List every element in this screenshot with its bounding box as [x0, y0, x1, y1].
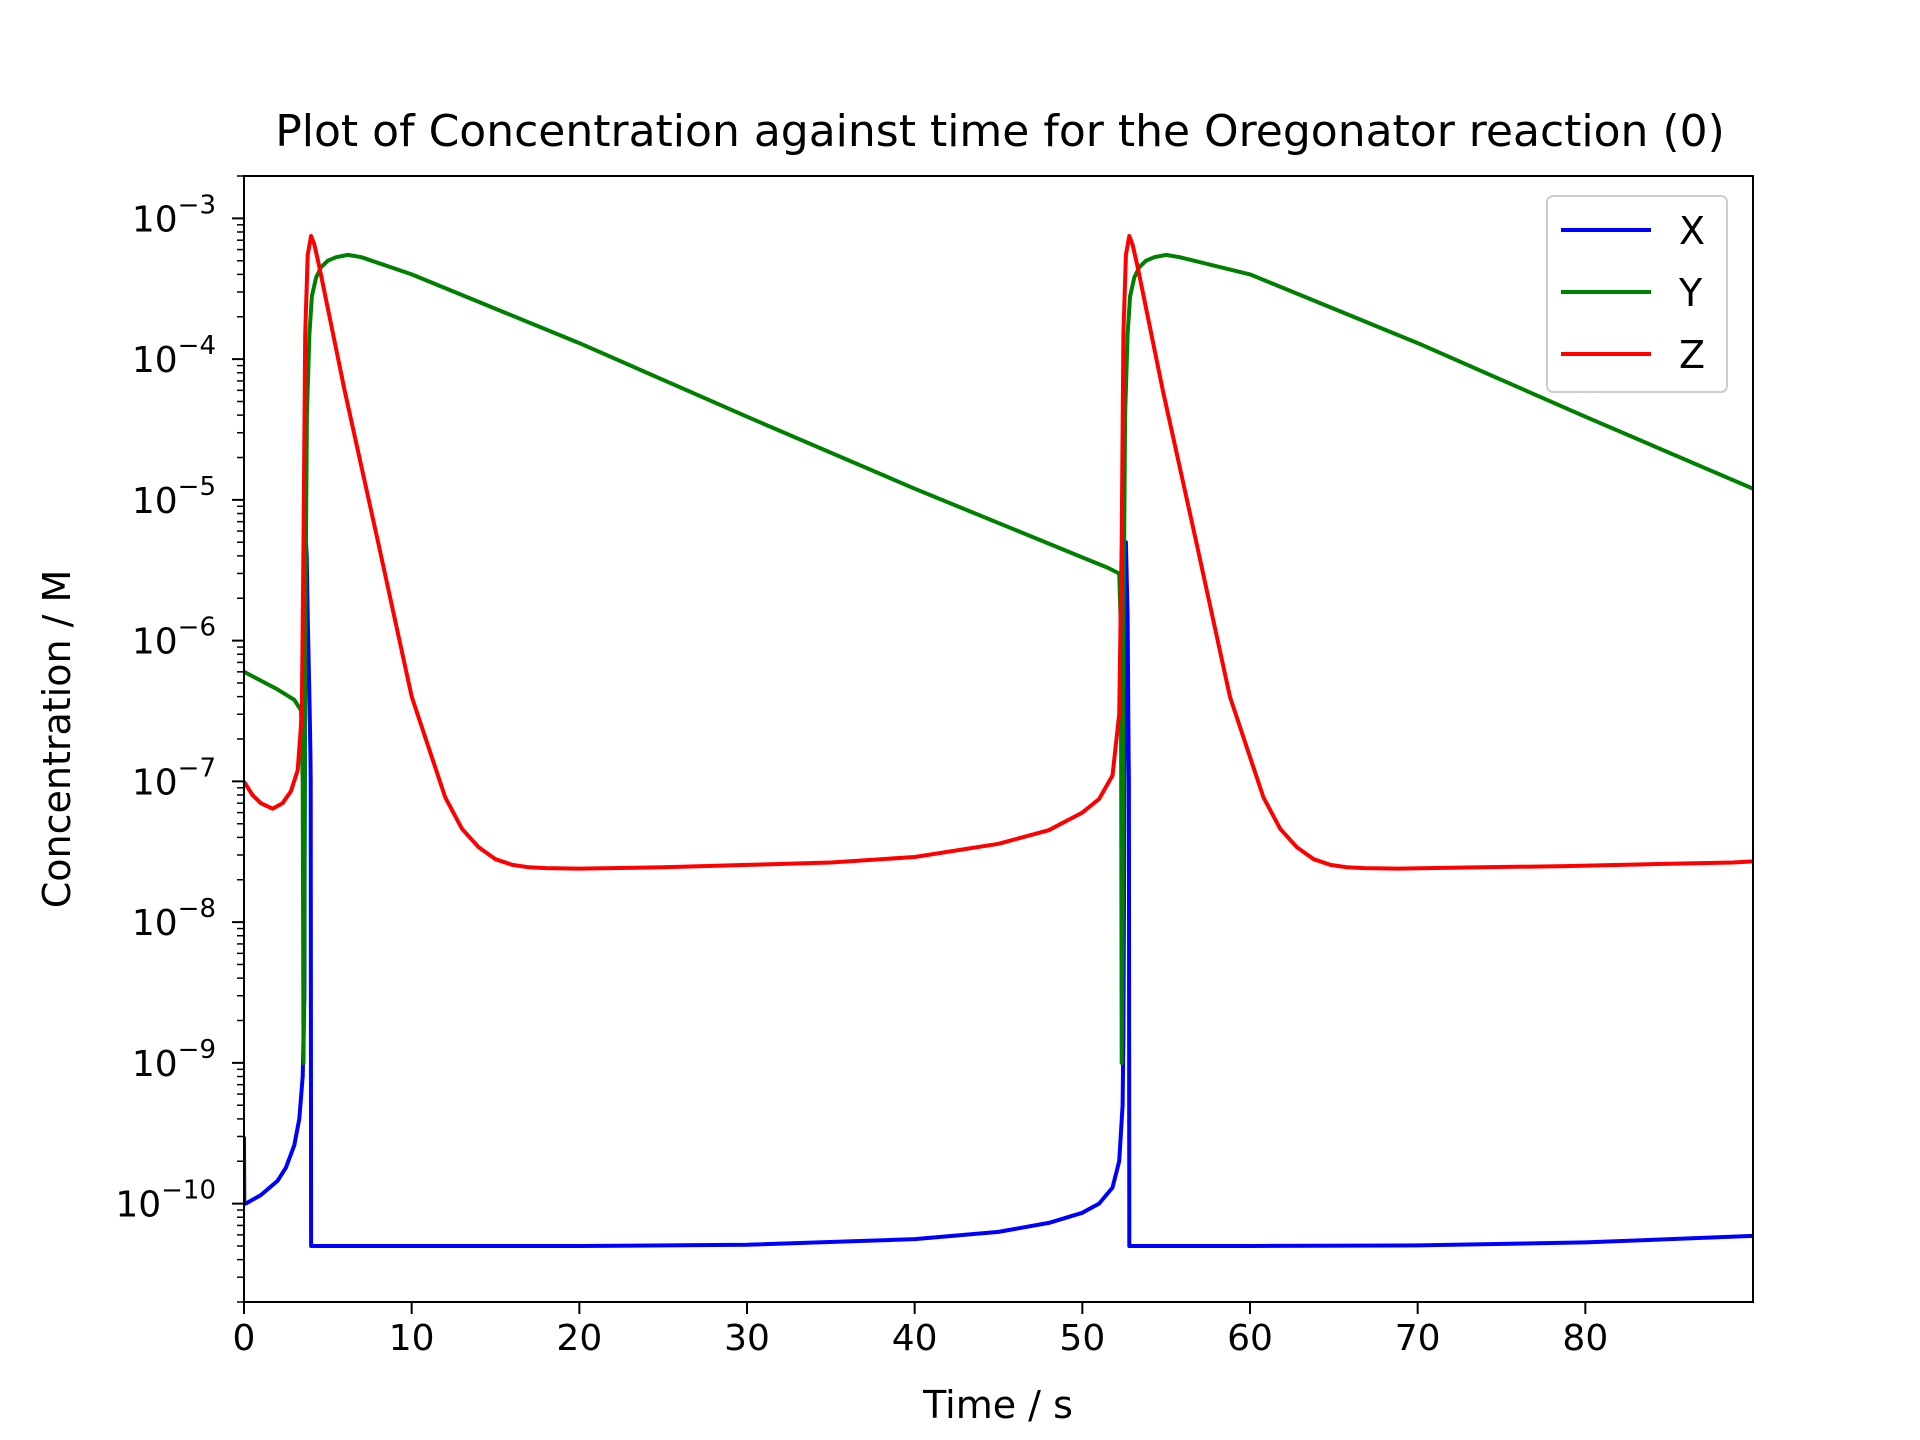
y-tick-label: 10−7	[132, 753, 216, 803]
legend-label: X	[1679, 209, 1705, 253]
series-line-y	[244, 252, 1753, 1065]
y-tick-label: 10−5	[132, 472, 216, 522]
y-tick-label: 10−10	[115, 1176, 216, 1226]
x-tick-label: 60	[1227, 1318, 1273, 1359]
x-tick-label: 20	[556, 1318, 602, 1359]
x-tick-label: 30	[724, 1318, 770, 1359]
series-line-z	[244, 234, 1753, 871]
legend: XYZ	[1546, 195, 1728, 393]
x-tick-label: 70	[1395, 1318, 1441, 1359]
x-tick-label: 50	[1059, 1318, 1105, 1359]
x-axis: 0 10 20 30 40 50 60 70 80	[233, 1302, 1608, 1359]
x-axis-title: Time / s	[922, 1383, 1073, 1427]
x-tick-label: 10	[389, 1318, 435, 1359]
y-axis-title: Concentration / M	[35, 570, 79, 909]
series-line-x	[244, 540, 1753, 1248]
plot-lines	[244, 234, 1753, 1248]
x-tick-label: 80	[1562, 1318, 1608, 1359]
y-tick-label: 10−9	[132, 1035, 216, 1085]
y-tick-label: 10−3	[132, 190, 216, 240]
legend-label: Z	[1679, 333, 1705, 377]
y-tick-label: 10−8	[132, 894, 216, 944]
y-axis: 10−10 10−9 10−8 10−7 10−6 10−5 10−4 10−3	[115, 175, 244, 1303]
chart-title: Plot of Concentration against time for t…	[275, 106, 1725, 157]
legend-label: Y	[1678, 271, 1703, 315]
y-tick-label: 10−6	[132, 613, 216, 663]
x-tick-label: 0	[233, 1318, 256, 1359]
y-tick-label: 10−4	[132, 331, 216, 381]
x-tick-label: 40	[892, 1318, 938, 1359]
